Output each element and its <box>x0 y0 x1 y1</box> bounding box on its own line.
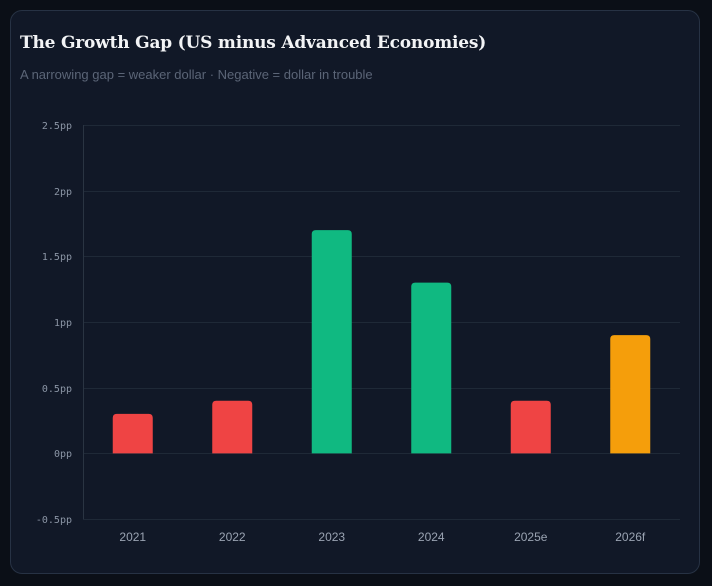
bar-2023[interactable] <box>311 230 352 454</box>
y-tick-label: 0.5pp <box>42 384 72 395</box>
y-tick-label: 2pp <box>54 187 72 198</box>
y-tick-label: 0pp <box>54 449 72 460</box>
x-tick-label: 2026f <box>615 530 646 544</box>
y-axis: 2.5pp 2pp 1.5pp 1pp 0.5pp 0pp -0.5pp <box>36 121 84 526</box>
x-tick-label: 2021 <box>119 530 146 544</box>
x-tick-label: 2023 <box>318 530 345 544</box>
chart-subtitle: A narrowing gap = weaker dollar · Negati… <box>20 67 373 82</box>
chart-title: The Growth Gap (US minus Advanced Econom… <box>20 33 487 53</box>
bar-2026f[interactable] <box>610 335 651 454</box>
y-tick-label: 1.5pp <box>42 252 72 263</box>
y-tick-label: 2.5pp <box>42 121 72 132</box>
x-tick-label: 2022 <box>219 530 246 544</box>
bars <box>112 230 651 454</box>
y-tick-label: -0.5pp <box>36 515 72 526</box>
bar-2022[interactable] <box>212 400 253 454</box>
chart-card <box>10 10 700 574</box>
bar-2025e[interactable] <box>510 400 551 454</box>
x-axis: 2021 2022 2023 2024 2025e 2026f <box>119 530 646 544</box>
x-tick-label: 2025e <box>514 530 548 544</box>
bar-2021[interactable] <box>112 413 153 454</box>
y-tick-label: 1pp <box>54 318 72 329</box>
gridlines <box>83 125 680 520</box>
bar-2024[interactable] <box>411 282 452 454</box>
x-tick-label: 2024 <box>418 530 445 544</box>
